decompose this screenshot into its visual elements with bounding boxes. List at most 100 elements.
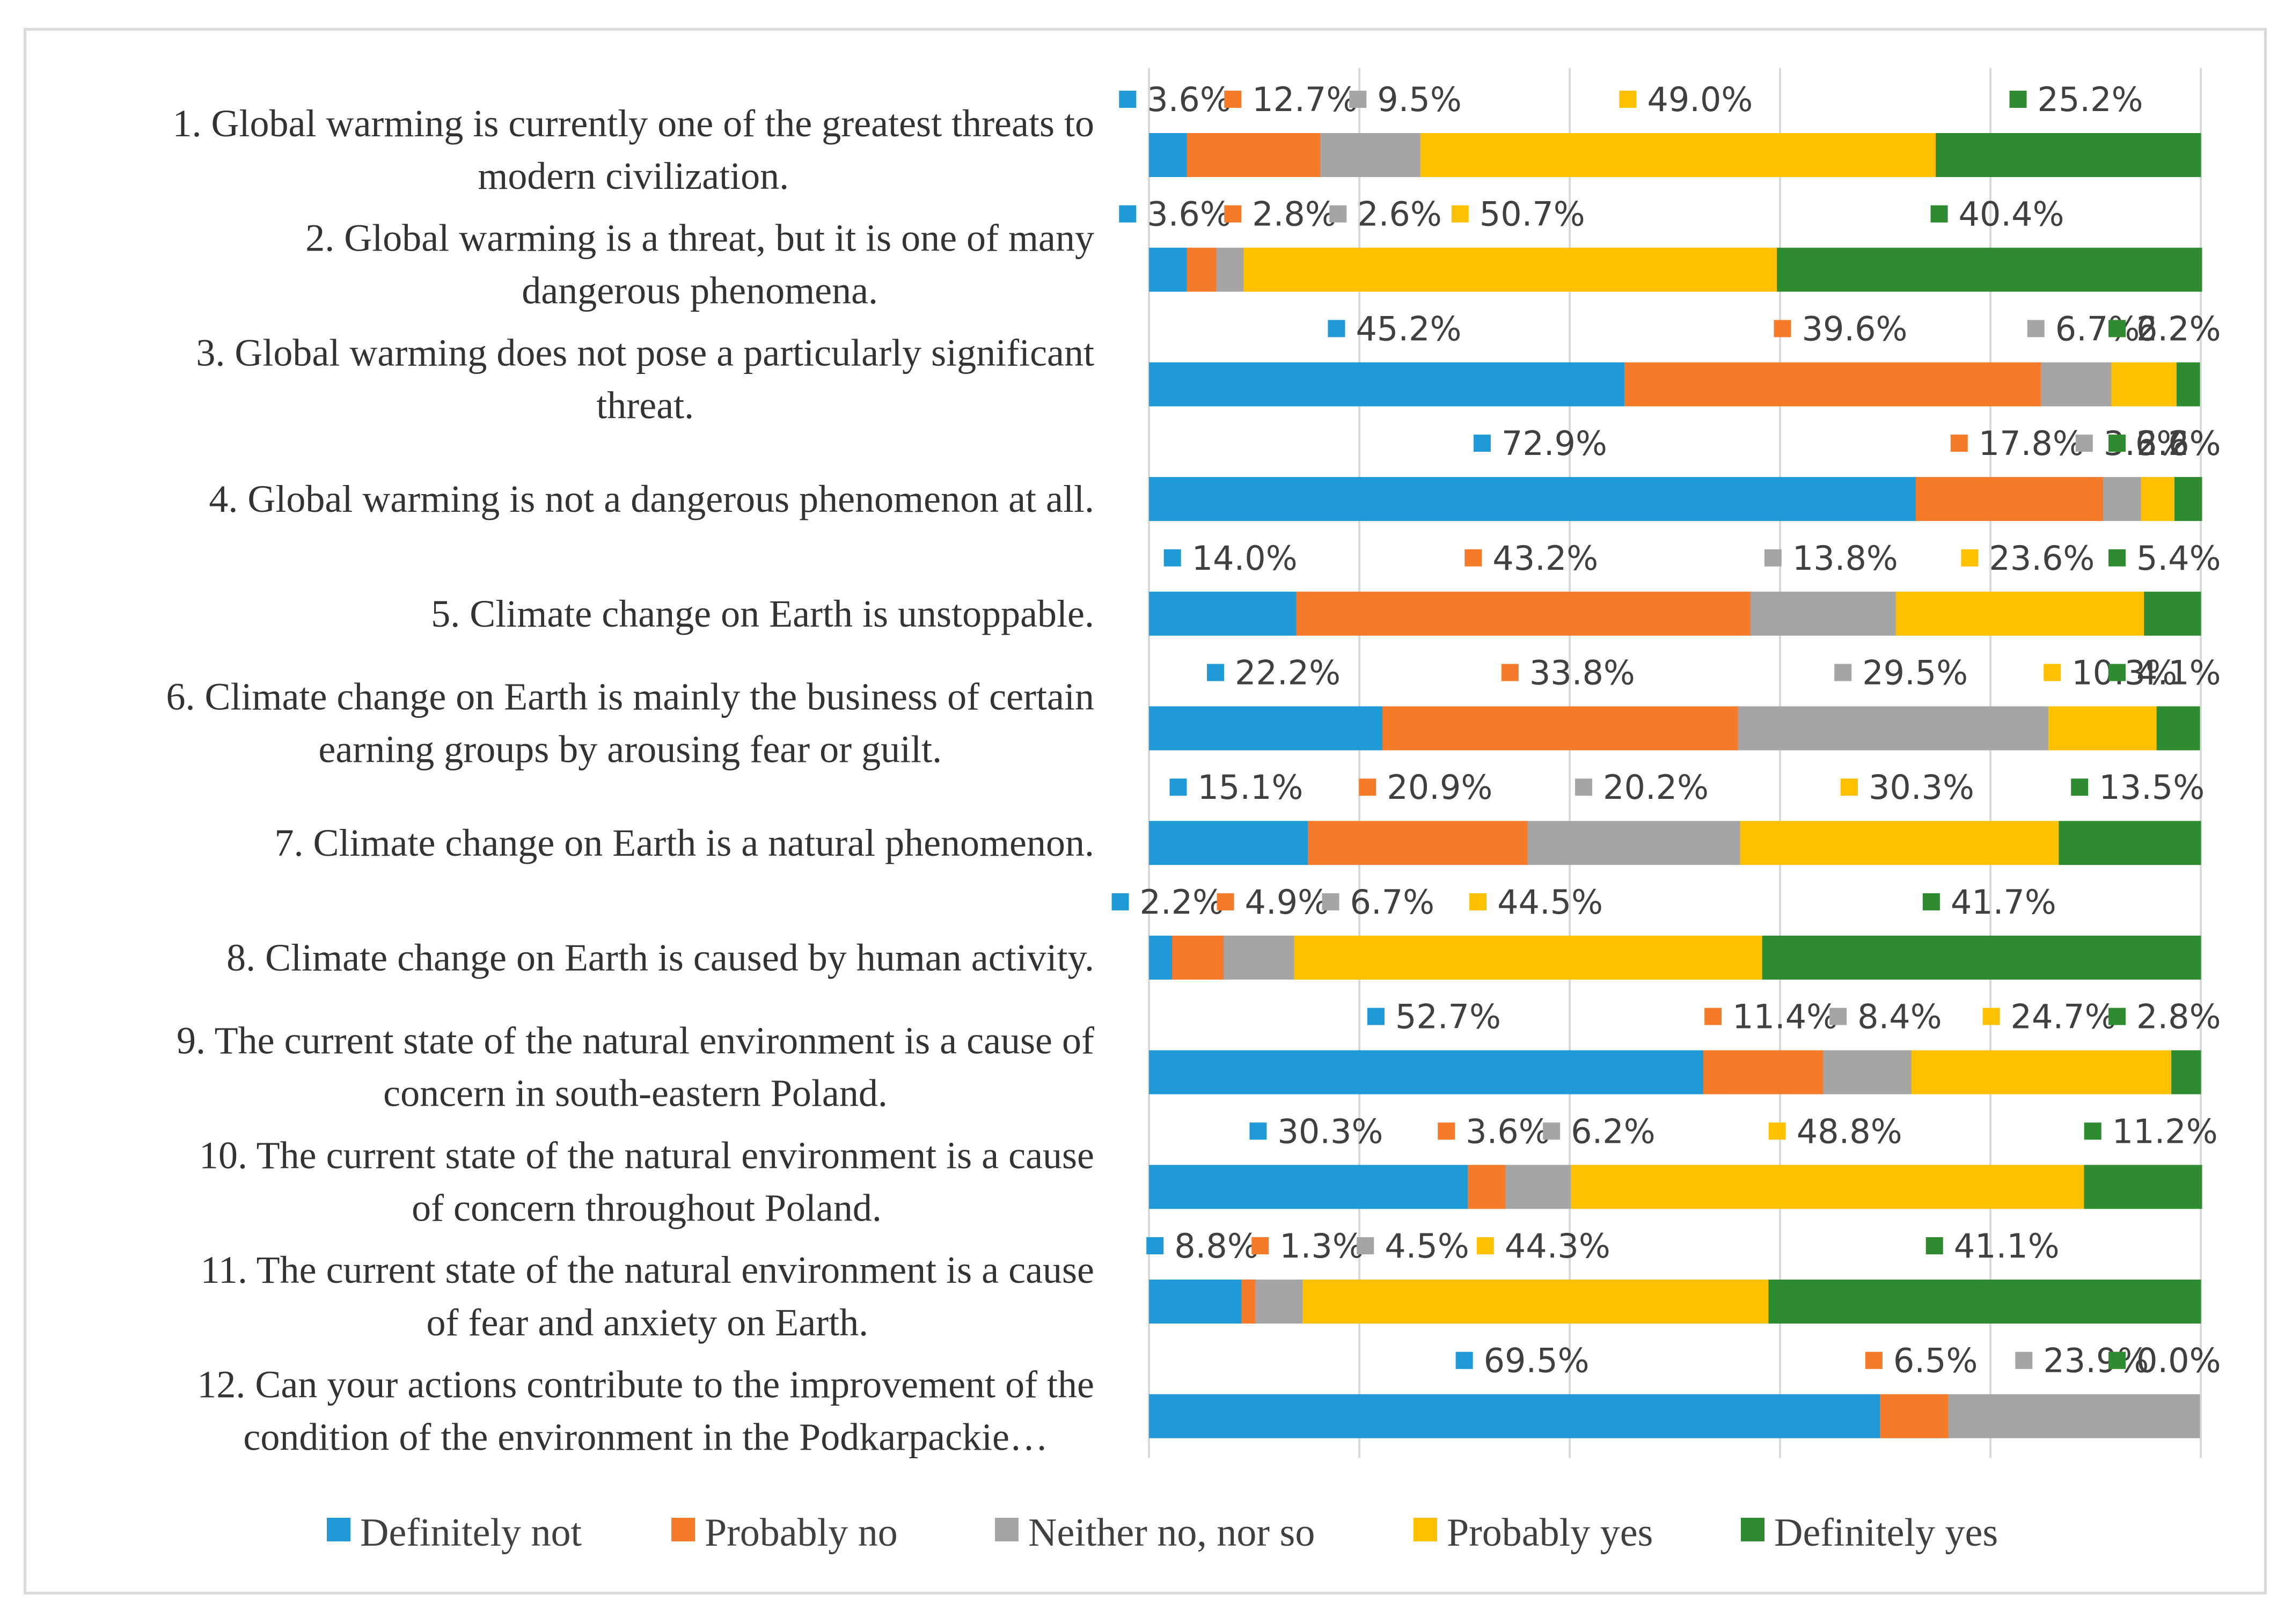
bar-segment (1505, 1165, 1571, 1209)
data-label-marker (1367, 1008, 1385, 1025)
data-label: 6.5% (1893, 1341, 1978, 1380)
data-label-marker (1925, 1237, 1943, 1254)
data-label-marker (1473, 435, 1491, 452)
data-label: 50.7% (1480, 195, 1585, 234)
category-label: condition of the environment in the Podk… (243, 1416, 1048, 1459)
data-label-marker (2108, 320, 2126, 337)
bar-segment (1382, 706, 1739, 751)
category-label: 2. Global warming is a threat, but it is… (305, 217, 1094, 260)
data-label-marker (1774, 320, 1791, 337)
data-label: 13.8% (1792, 539, 1898, 578)
bar-segment (1895, 591, 2144, 636)
data-label: 23.6% (1989, 539, 2095, 578)
bar-segment (1936, 133, 2201, 177)
data-label-marker (1930, 205, 1948, 223)
legend-marker (327, 1518, 350, 1541)
bar-segment (2111, 362, 2177, 407)
bar-segment (1149, 247, 1188, 292)
bar-segment (1149, 1280, 1242, 1324)
bar-segment (1738, 706, 2049, 751)
bar-segment (2048, 706, 2157, 751)
data-label: 6.7% (1350, 883, 1435, 922)
bar-segment (1172, 935, 1224, 980)
category-label: 6. Climate change on Earth is mainly the… (166, 675, 1094, 718)
bar-segment (1570, 1165, 2084, 1209)
category-label: modern civilization. (478, 155, 789, 197)
legend-label: Definitely not (360, 1511, 582, 1555)
data-label-marker (1207, 664, 1225, 681)
data-label-marker (1163, 549, 1181, 567)
data-label: 2.2% (2136, 309, 2221, 348)
data-label-marker (1982, 1008, 2000, 1025)
data-label-marker (1438, 1122, 1455, 1140)
data-label-marker (1840, 778, 1858, 796)
data-label: 6.2% (1571, 1112, 1656, 1151)
data-label: 17.8% (1979, 424, 2084, 463)
data-label: 2.6% (1357, 195, 1442, 234)
data-label-marker (1328, 320, 1345, 337)
data-label-marker (1119, 205, 1137, 223)
data-label: 22.2% (1235, 653, 1341, 693)
data-label: 29.5% (1862, 653, 1968, 693)
bar-segment (1320, 133, 1421, 177)
data-label-marker (1251, 1237, 1269, 1254)
chart-frame: 1. Global warming is currently one of th… (24, 28, 2267, 1594)
bar-segment (1149, 133, 1188, 177)
bar-segment (1624, 362, 2041, 407)
data-label: 45.2% (1356, 309, 1461, 348)
data-label-marker (2071, 778, 2089, 796)
data-label-marker (1575, 778, 1593, 796)
bar-segment (2171, 1050, 2201, 1094)
data-label: 25.2% (2038, 80, 2143, 119)
bar-segment (1302, 1280, 1769, 1324)
data-label-marker (1249, 1122, 1267, 1140)
data-label: 40.4% (1959, 195, 2064, 234)
data-label-marker (1357, 1237, 1374, 1254)
data-label: 20.9% (1387, 768, 1492, 807)
data-label-marker (1455, 1351, 1473, 1369)
data-label-marker (1865, 1351, 1883, 1369)
data-label-marker (1950, 435, 1968, 452)
data-label-marker (1501, 664, 1519, 681)
data-label: 6.2% (2136, 309, 2221, 348)
data-label: 41.7% (1951, 883, 2056, 922)
bar-segment (2041, 362, 2112, 407)
bar-segment (1915, 477, 2104, 521)
bar-segment (1420, 133, 1936, 177)
data-label: 39.6% (1802, 309, 1908, 348)
bar-segment (2156, 706, 2200, 751)
bar-segment (1527, 821, 1741, 865)
data-label-marker (2108, 549, 2126, 567)
data-label-marker (1322, 893, 1339, 910)
data-label-marker (1146, 1237, 1164, 1254)
category-label: threat. (596, 384, 694, 427)
bar-segment (1224, 935, 1294, 980)
bar-segment (1149, 1050, 1704, 1094)
bar-segment (1149, 935, 1173, 980)
data-label: 24.7% (2011, 997, 2117, 1037)
bar-segment (1880, 1394, 1949, 1438)
data-label-marker (1169, 778, 1187, 796)
bar-segment (1912, 1050, 2172, 1094)
data-label-marker (1464, 549, 1482, 567)
category-label: 5. Climate change on Earth is unstoppabl… (431, 592, 1094, 635)
data-label: 13.5% (2099, 768, 2205, 807)
data-label-marker (2108, 435, 2126, 452)
data-label: 41.1% (1954, 1226, 2060, 1266)
bar-segment (1149, 1165, 1468, 1209)
bar-segment (2144, 591, 2201, 636)
data-label: 43.2% (1492, 539, 1598, 578)
data-label: 8.4% (1857, 997, 1942, 1037)
bar-segment (1740, 821, 2059, 865)
bar-segment (2176, 362, 2200, 407)
data-label: 3.6% (1147, 195, 1232, 234)
data-label-marker (1829, 1008, 1847, 1025)
data-label: 44.3% (1505, 1226, 1610, 1266)
data-label-marker (2108, 1008, 2126, 1025)
bar-segment (1296, 591, 1751, 636)
data-label: 33.8% (1529, 653, 1635, 693)
data-label: 3.6% (1147, 80, 1232, 119)
bar-segment (2084, 1165, 2202, 1209)
data-label: 5.4% (2136, 539, 2221, 578)
data-label: 9.5% (1377, 80, 1462, 119)
